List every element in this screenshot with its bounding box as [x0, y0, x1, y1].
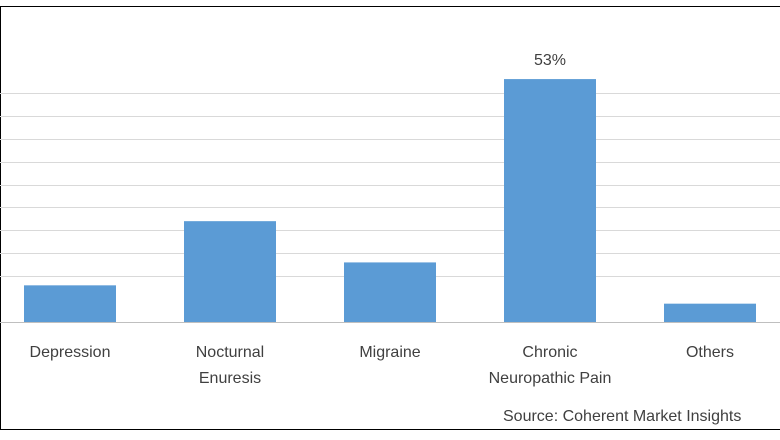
data-labels: 53% — [534, 52, 566, 69]
x-tick-line: Nocturnal — [196, 344, 264, 361]
x-tick-label-3: Chronic Neuropathic Pain — [489, 344, 612, 387]
x-tick-line: Enuresis — [199, 370, 261, 387]
x-tick-line: Depression — [30, 344, 111, 361]
bars — [24, 79, 756, 322]
gridlines — [0, 93, 780, 277]
x-tick-line: Chronic — [522, 344, 577, 361]
bar-4 — [664, 303, 756, 322]
bar-3 — [504, 79, 596, 322]
x-tick-label-4: Others — [686, 344, 734, 361]
x-tick-line: Others — [686, 344, 734, 361]
data-label-3: 53% — [534, 52, 566, 69]
x-tick-labels: Depression Nocturnal Enuresis Migraine Chron… — [30, 344, 734, 387]
bar-0 — [24, 285, 116, 322]
x-tick-label-1: Nocturnal Enuresis — [196, 344, 264, 387]
source-note: Source: Coherent Market Insights — [503, 408, 741, 425]
x-tick-line: Migraine — [359, 344, 420, 361]
bar-2 — [344, 262, 436, 322]
x-tick-label-0: Depression — [30, 344, 111, 361]
bar-1 — [184, 221, 276, 322]
chart-border — [0, 6, 780, 430]
x-tick-line: Neuropathic Pain — [489, 370, 612, 387]
x-tick-label-2: Migraine — [359, 344, 420, 361]
